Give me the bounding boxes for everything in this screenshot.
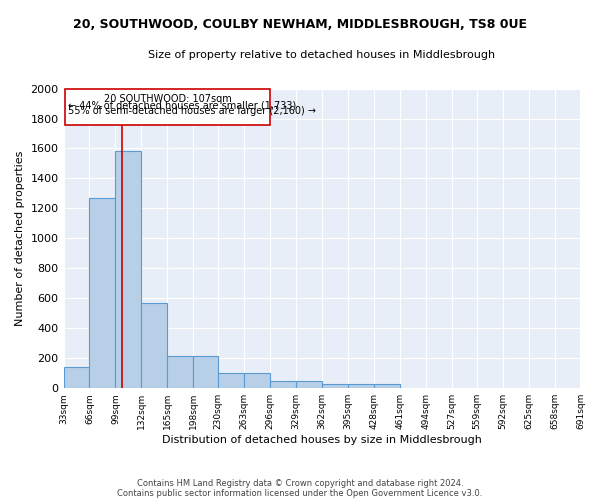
Text: 55% of semi-detached houses are larger (2,160) →: 55% of semi-detached houses are larger (… (68, 106, 316, 116)
X-axis label: Distribution of detached houses by size in Middlesbrough: Distribution of detached houses by size … (162, 435, 482, 445)
Bar (115, 152, 142, 388)
Text: Contains HM Land Registry data © Crown copyright and database right 2024.: Contains HM Land Registry data © Crown c… (137, 478, 463, 488)
Title: Size of property relative to detached houses in Middlesbrough: Size of property relative to detached ho… (148, 50, 496, 60)
FancyBboxPatch shape (65, 89, 270, 125)
Bar (270, 380, 296, 388)
Bar (322, 384, 348, 388)
Bar (89, 198, 115, 388)
Bar (64, 367, 89, 388)
Y-axis label: Number of detached properties: Number of detached properties (15, 150, 25, 326)
Text: Contains public sector information licensed under the Open Government Licence v3: Contains public sector information licen… (118, 488, 482, 498)
Text: 20 SOUTHWOOD: 107sqm: 20 SOUTHWOOD: 107sqm (104, 94, 232, 104)
Bar (193, 356, 218, 388)
Bar (244, 373, 270, 388)
Text: ← 44% of detached houses are smaller (1,733): ← 44% of detached houses are smaller (1,… (68, 100, 296, 110)
Bar (142, 303, 167, 388)
Bar (296, 380, 322, 388)
Bar (167, 356, 193, 388)
Bar (218, 373, 244, 388)
Text: 20, SOUTHWOOD, COULBY NEWHAM, MIDDLESBROUGH, TS8 0UE: 20, SOUTHWOOD, COULBY NEWHAM, MIDDLESBRO… (73, 18, 527, 30)
Bar (374, 384, 400, 388)
Bar (348, 384, 374, 388)
